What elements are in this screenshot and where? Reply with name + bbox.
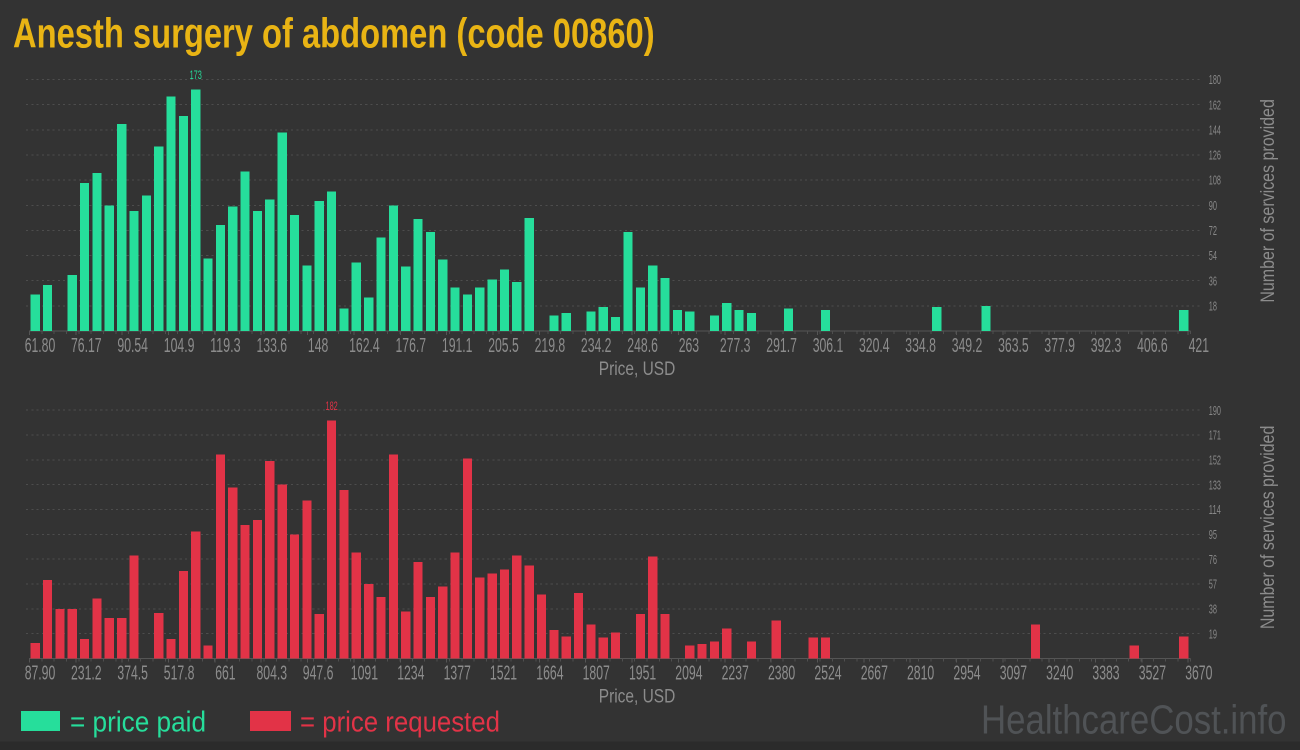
svg-text:377.9: 377.9 bbox=[1044, 335, 1075, 357]
svg-text:2667: 2667 bbox=[861, 663, 888, 685]
svg-text:2810: 2810 bbox=[907, 663, 934, 685]
svg-text:1807: 1807 bbox=[583, 663, 610, 685]
svg-text:291.7: 291.7 bbox=[766, 335, 797, 357]
svg-text:87.90: 87.90 bbox=[25, 663, 56, 685]
svg-text:148: 148 bbox=[308, 335, 328, 357]
svg-text:114: 114 bbox=[1209, 503, 1221, 517]
svg-text:517.8: 517.8 bbox=[164, 663, 195, 685]
svg-text:3097: 3097 bbox=[1000, 663, 1027, 685]
svg-text:162: 162 bbox=[1209, 98, 1221, 112]
svg-text:119.3: 119.3 bbox=[210, 335, 241, 357]
svg-text:182: 182 bbox=[326, 399, 338, 413]
svg-text:76.17: 76.17 bbox=[71, 335, 102, 357]
svg-text:90.54: 90.54 bbox=[117, 335, 148, 357]
svg-text:947.6: 947.6 bbox=[303, 663, 334, 685]
svg-text:2954: 2954 bbox=[953, 663, 980, 685]
svg-text:= price requested: = price requested bbox=[300, 707, 500, 739]
svg-text:334.8: 334.8 bbox=[905, 335, 936, 357]
svg-text:277.3: 277.3 bbox=[720, 335, 751, 357]
svg-text:Price, USD: Price, USD bbox=[599, 358, 676, 380]
svg-text:133: 133 bbox=[1209, 478, 1221, 492]
svg-text:1951: 1951 bbox=[629, 663, 656, 685]
svg-text:320.4: 320.4 bbox=[859, 335, 890, 357]
svg-text:234.2: 234.2 bbox=[581, 335, 612, 357]
svg-text:Number of services provided: Number of services provided bbox=[1258, 426, 1279, 630]
svg-text:3527: 3527 bbox=[1139, 663, 1166, 685]
svg-text:95: 95 bbox=[1209, 528, 1217, 542]
svg-text:Price, USD: Price, USD bbox=[599, 685, 676, 707]
svg-text:219.8: 219.8 bbox=[535, 335, 566, 357]
svg-text:18: 18 bbox=[1209, 300, 1217, 314]
svg-text:1521: 1521 bbox=[490, 663, 517, 685]
svg-text:133.6: 133.6 bbox=[257, 335, 288, 357]
svg-text:176.7: 176.7 bbox=[396, 335, 427, 357]
svg-text:190: 190 bbox=[1209, 404, 1221, 418]
svg-text:205.5: 205.5 bbox=[488, 335, 519, 357]
svg-text:144: 144 bbox=[1209, 123, 1221, 137]
svg-text:3670: 3670 bbox=[1185, 663, 1212, 685]
svg-text:90: 90 bbox=[1209, 199, 1217, 213]
svg-text:1091: 1091 bbox=[351, 663, 378, 685]
svg-text:HealthcareCost.info: HealthcareCost.info bbox=[981, 697, 1287, 743]
svg-text:57: 57 bbox=[1209, 578, 1217, 592]
svg-text:72: 72 bbox=[1209, 224, 1217, 238]
svg-text:306.1: 306.1 bbox=[813, 335, 844, 357]
svg-text:61.80: 61.80 bbox=[25, 335, 56, 357]
svg-text:363.5: 363.5 bbox=[998, 335, 1029, 357]
svg-text:152: 152 bbox=[1209, 454, 1221, 468]
svg-text:1377: 1377 bbox=[444, 663, 471, 685]
svg-text:38: 38 bbox=[1209, 602, 1217, 616]
svg-text:2094: 2094 bbox=[675, 663, 702, 685]
svg-text:349.2: 349.2 bbox=[952, 335, 983, 357]
svg-text:1664: 1664 bbox=[536, 663, 563, 685]
svg-text:3383: 3383 bbox=[1092, 663, 1119, 685]
svg-text:Number of services provided: Number of services provided bbox=[1258, 99, 1279, 303]
svg-text:104.9: 104.9 bbox=[164, 335, 195, 357]
svg-text:392.3: 392.3 bbox=[1091, 335, 1122, 357]
svg-text:1234: 1234 bbox=[397, 663, 424, 685]
svg-text:173: 173 bbox=[190, 68, 202, 82]
svg-text:36: 36 bbox=[1209, 274, 1217, 288]
svg-text:Anesth surgery of abdomen (cod: Anesth surgery of abdomen (code 00860) bbox=[13, 10, 655, 57]
svg-text:374.5: 374.5 bbox=[117, 663, 148, 685]
svg-text:162.4: 162.4 bbox=[349, 335, 380, 357]
svg-text:421: 421 bbox=[1189, 335, 1209, 357]
svg-text:191.1: 191.1 bbox=[442, 335, 473, 357]
svg-text:171: 171 bbox=[1209, 429, 1221, 443]
svg-text:3240: 3240 bbox=[1046, 663, 1073, 685]
svg-text:804.3: 804.3 bbox=[257, 663, 288, 685]
svg-text:76: 76 bbox=[1209, 553, 1217, 567]
svg-text:126: 126 bbox=[1209, 149, 1221, 163]
svg-text:19: 19 bbox=[1209, 627, 1217, 641]
svg-text:2524: 2524 bbox=[814, 663, 841, 685]
svg-text:= price paid: = price paid bbox=[70, 707, 206, 739]
svg-text:108: 108 bbox=[1209, 174, 1221, 188]
svg-text:231.2: 231.2 bbox=[71, 663, 102, 685]
svg-text:661: 661 bbox=[215, 663, 235, 685]
svg-text:2380: 2380 bbox=[768, 663, 795, 685]
svg-text:406.6: 406.6 bbox=[1137, 335, 1168, 357]
svg-text:263: 263 bbox=[679, 335, 699, 357]
svg-text:54: 54 bbox=[1209, 249, 1217, 263]
svg-text:248.6: 248.6 bbox=[627, 335, 658, 357]
svg-text:2237: 2237 bbox=[722, 663, 749, 685]
svg-text:180: 180 bbox=[1209, 73, 1221, 87]
